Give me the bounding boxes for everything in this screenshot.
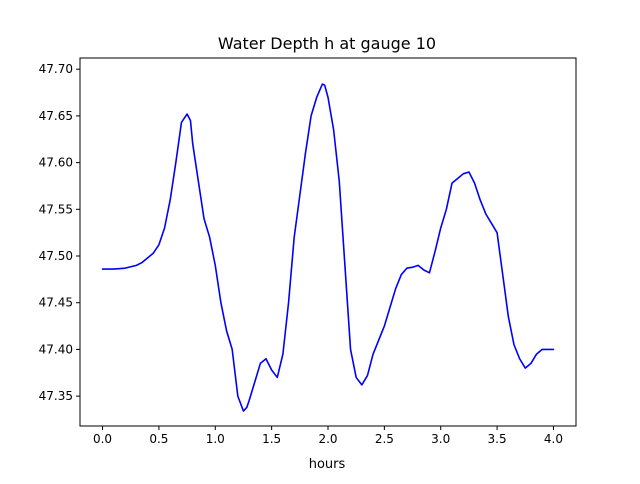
series-layer xyxy=(101,83,555,412)
y-tick-label: 47.60 xyxy=(39,156,73,170)
plot-frame xyxy=(79,57,577,427)
x-axis-label: hours xyxy=(309,457,346,472)
y-tick-label: 47.70 xyxy=(39,62,73,76)
y-tick-label: 47.35 xyxy=(39,389,73,403)
y-tick-label: 47.40 xyxy=(39,342,73,356)
x-tick-label: 2.0 xyxy=(318,432,337,446)
y-tick-label: 47.55 xyxy=(39,202,73,216)
y-tick-label: 47.45 xyxy=(39,296,73,310)
y-tick-label: 47.50 xyxy=(39,249,73,263)
series-line-0 xyxy=(101,83,555,412)
x-tick-label: 3.5 xyxy=(488,432,507,446)
x-tick-label: 1.0 xyxy=(206,432,225,446)
x-tick-label: 4.0 xyxy=(544,432,563,446)
x-tick-label: 2.5 xyxy=(375,432,394,446)
x-tick-label: 0.5 xyxy=(149,432,168,446)
chart-title: Water Depth h at gauge 10 xyxy=(218,34,436,53)
y-tick-label: 47.65 xyxy=(39,109,73,123)
x-tick-label: 0.0 xyxy=(93,432,112,446)
x-tick-label: 3.0 xyxy=(431,432,450,446)
x-tick-label: 1.5 xyxy=(262,432,281,446)
y-axis-ticks: 47.35 47.40 47.45 47.50 47.55 47.60 47.65 47.70 xyxy=(39,62,80,403)
x-axis-ticks: 0.0 0.5 1.0 1.5 2.0 2.5 3.0 3.5 4.0 xyxy=(93,426,563,446)
